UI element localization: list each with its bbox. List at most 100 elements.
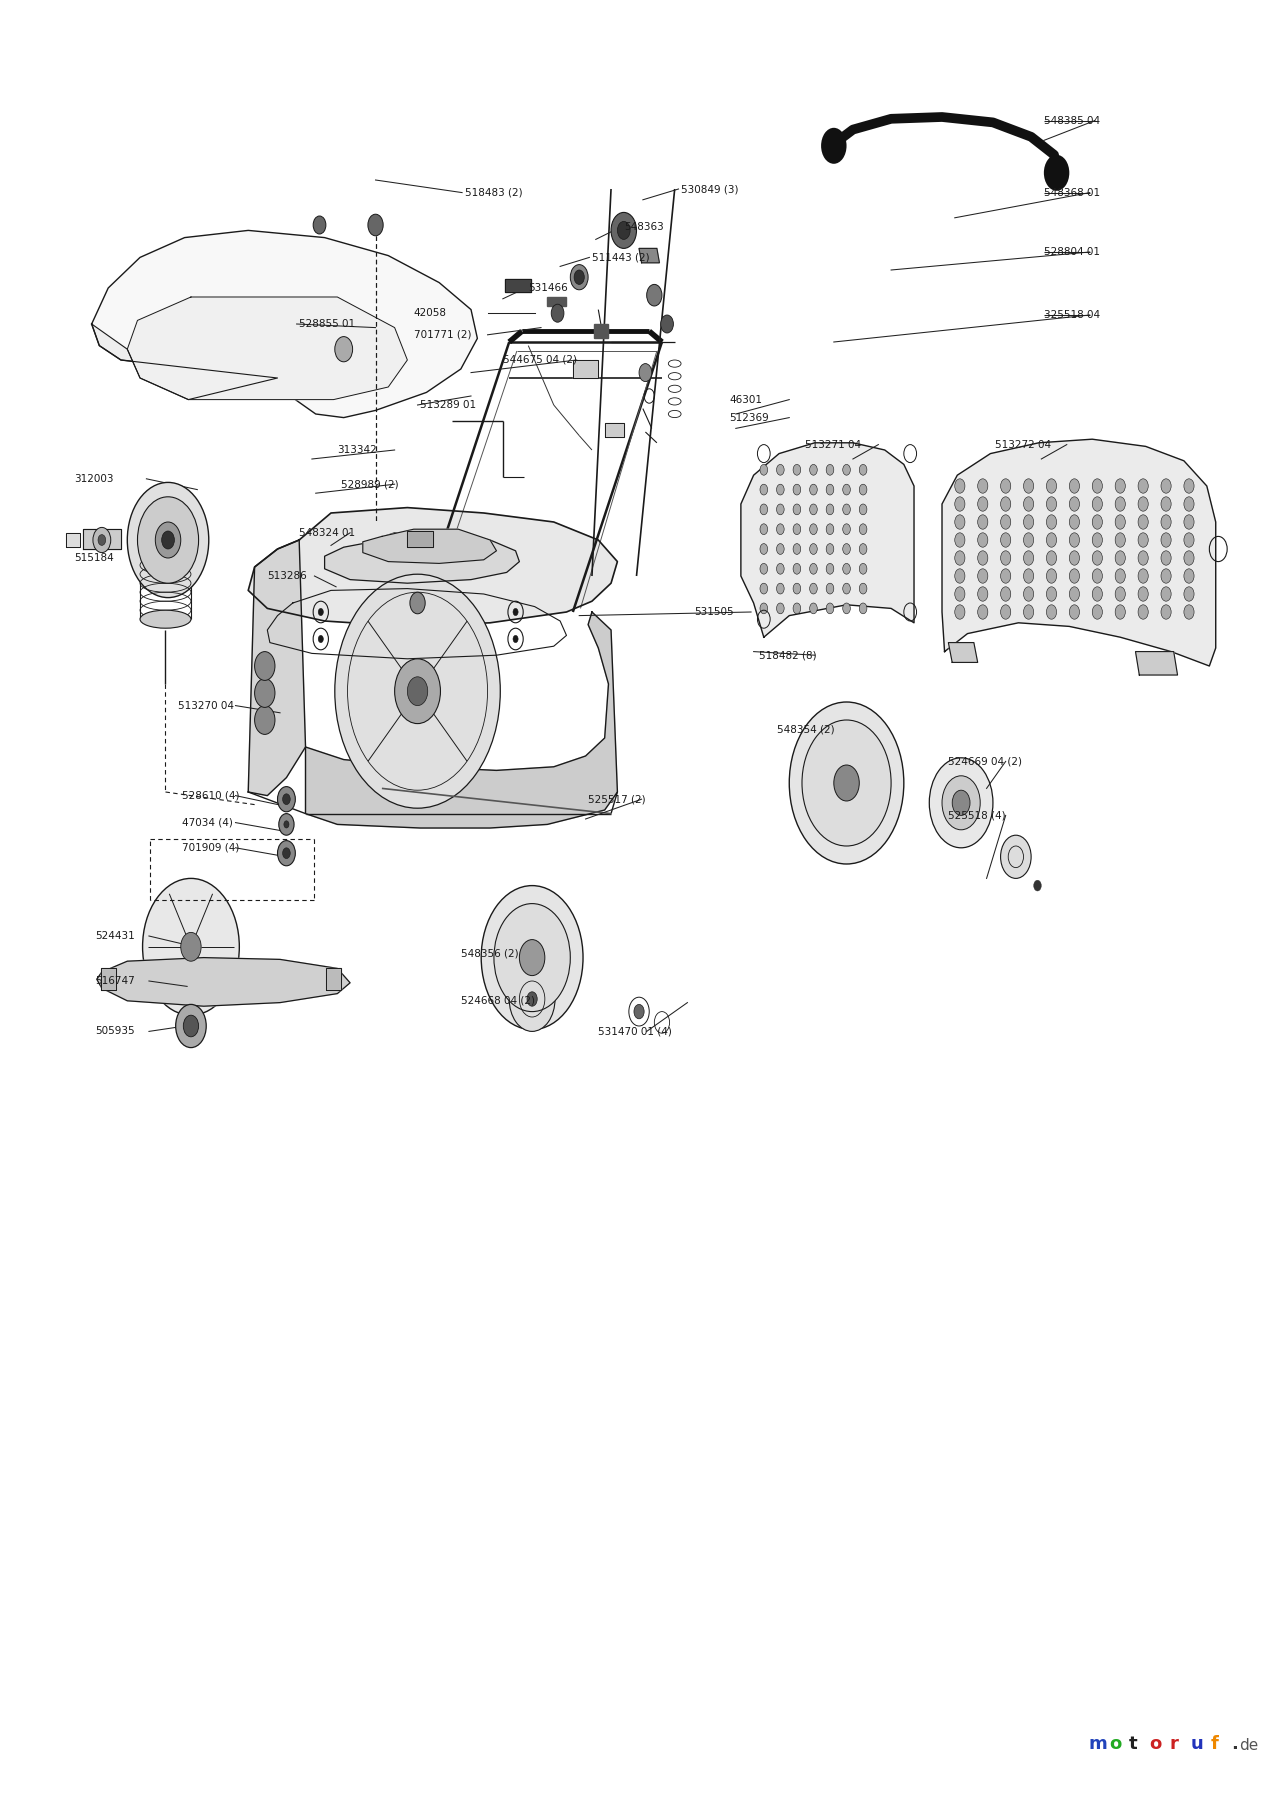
Circle shape	[760, 504, 768, 515]
Circle shape	[611, 212, 636, 248]
Circle shape	[283, 794, 290, 805]
Text: 548363: 548363	[624, 221, 663, 232]
Circle shape	[318, 635, 323, 643]
Text: 544675 04 (2): 544675 04 (2)	[503, 355, 577, 365]
Circle shape	[929, 758, 993, 848]
Circle shape	[410, 592, 425, 614]
Circle shape	[1046, 497, 1057, 511]
Circle shape	[810, 504, 817, 515]
Text: 701771 (2): 701771 (2)	[414, 329, 471, 340]
Polygon shape	[605, 423, 624, 437]
Circle shape	[955, 515, 965, 529]
Circle shape	[1184, 479, 1194, 493]
Text: 528855 01: 528855 01	[299, 319, 355, 329]
Text: 548354 (2): 548354 (2)	[777, 724, 834, 734]
Circle shape	[1161, 533, 1171, 547]
Circle shape	[1001, 587, 1011, 601]
Text: t: t	[1129, 1735, 1138, 1753]
Circle shape	[859, 504, 867, 515]
Circle shape	[634, 1004, 644, 1019]
Circle shape	[826, 504, 834, 515]
Circle shape	[777, 524, 784, 535]
Circle shape	[1069, 515, 1080, 529]
Circle shape	[513, 608, 518, 616]
Circle shape	[760, 464, 768, 475]
Circle shape	[1001, 497, 1011, 511]
Circle shape	[368, 214, 383, 236]
Circle shape	[1023, 479, 1034, 493]
Text: .: .	[1231, 1735, 1237, 1753]
Circle shape	[509, 967, 555, 1031]
Circle shape	[942, 776, 980, 830]
Circle shape	[1001, 835, 1031, 878]
Circle shape	[1069, 533, 1080, 547]
Text: 513271 04: 513271 04	[805, 439, 861, 450]
Polygon shape	[505, 279, 531, 292]
Polygon shape	[573, 360, 598, 378]
Circle shape	[279, 814, 294, 835]
Polygon shape	[127, 297, 407, 400]
Circle shape	[1046, 551, 1057, 565]
Circle shape	[1092, 533, 1102, 547]
Circle shape	[1023, 569, 1034, 583]
Circle shape	[278, 841, 295, 866]
Circle shape	[1001, 551, 1011, 565]
Text: 518482 (8): 518482 (8)	[759, 650, 816, 661]
Circle shape	[826, 563, 834, 574]
Circle shape	[793, 603, 801, 614]
Circle shape	[255, 706, 275, 734]
Polygon shape	[97, 958, 350, 1006]
Text: 524669 04 (2): 524669 04 (2)	[948, 756, 1022, 767]
Text: de: de	[1239, 1739, 1258, 1753]
Polygon shape	[948, 643, 978, 662]
Polygon shape	[83, 529, 121, 549]
Circle shape	[793, 563, 801, 574]
Text: m: m	[1088, 1735, 1108, 1753]
Circle shape	[843, 524, 850, 535]
Circle shape	[1184, 497, 1194, 511]
Text: 313342: 313342	[337, 445, 377, 455]
Text: 505935: 505935	[95, 1026, 135, 1037]
Polygon shape	[248, 540, 306, 796]
Circle shape	[1069, 569, 1080, 583]
Circle shape	[955, 533, 965, 547]
Circle shape	[1184, 569, 1194, 583]
Polygon shape	[326, 968, 341, 990]
Circle shape	[826, 583, 834, 594]
Circle shape	[617, 221, 630, 239]
Text: o: o	[1150, 1735, 1162, 1753]
Text: 512369: 512369	[729, 412, 769, 423]
Circle shape	[793, 524, 801, 535]
Text: 531466: 531466	[528, 283, 568, 293]
Circle shape	[1023, 515, 1034, 529]
Polygon shape	[942, 439, 1216, 666]
Circle shape	[1138, 479, 1148, 493]
Circle shape	[1138, 497, 1148, 511]
Text: 524668 04 (2): 524668 04 (2)	[461, 995, 535, 1006]
Circle shape	[978, 497, 988, 511]
Circle shape	[162, 531, 174, 549]
Text: 46301: 46301	[729, 394, 763, 405]
Circle shape	[810, 563, 817, 574]
Circle shape	[821, 128, 847, 164]
Circle shape	[1046, 587, 1057, 601]
Circle shape	[1069, 605, 1080, 619]
Circle shape	[777, 484, 784, 495]
Circle shape	[1161, 479, 1171, 493]
Circle shape	[1138, 605, 1148, 619]
Circle shape	[1023, 605, 1034, 619]
Circle shape	[1161, 605, 1171, 619]
Circle shape	[647, 284, 662, 306]
Circle shape	[639, 364, 652, 382]
Circle shape	[1161, 587, 1171, 601]
Circle shape	[278, 787, 295, 812]
Circle shape	[335, 337, 353, 362]
Circle shape	[810, 603, 817, 614]
Circle shape	[494, 904, 570, 1012]
Circle shape	[1115, 497, 1125, 511]
Circle shape	[1069, 551, 1080, 565]
Circle shape	[760, 484, 768, 495]
Circle shape	[1001, 605, 1011, 619]
Circle shape	[826, 524, 834, 535]
Circle shape	[176, 1004, 206, 1048]
